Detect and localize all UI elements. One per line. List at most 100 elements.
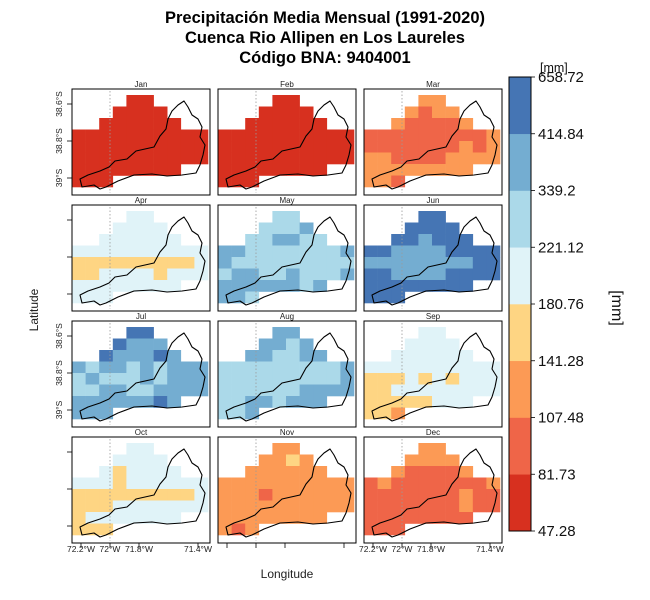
grid-cell	[85, 477, 100, 490]
grid-cell	[286, 234, 300, 246]
grid-cell	[258, 373, 273, 385]
grid-cell	[72, 396, 86, 408]
grid-cell	[258, 350, 273, 362]
grid-cell	[404, 268, 419, 281]
grid-cell	[231, 129, 246, 142]
grid-cell	[167, 477, 182, 490]
grid-cell	[340, 489, 355, 501]
grid-cell	[126, 454, 141, 467]
grid-cell	[377, 477, 392, 490]
grid-cell	[432, 245, 446, 258]
panel-border	[363, 204, 503, 312]
grid-cell	[167, 512, 182, 524]
grid-cell	[140, 245, 154, 258]
grid-cell	[404, 489, 419, 501]
grid-cell	[112, 222, 127, 235]
grid-cell	[72, 384, 86, 397]
grid-cell	[313, 373, 328, 385]
cell-group	[218, 443, 355, 536]
grid-cell	[72, 152, 86, 165]
grid-cell	[286, 489, 300, 501]
grid-cell	[486, 152, 501, 165]
grid-cell	[313, 489, 328, 501]
grid-cell	[432, 234, 446, 246]
grid-cell	[180, 373, 195, 385]
grid-cell	[245, 350, 260, 362]
grid-cell	[231, 407, 246, 420]
grid-cell	[85, 407, 100, 420]
grid-cell	[313, 118, 328, 130]
grid-cell	[153, 466, 168, 478]
grid-cell	[432, 211, 446, 223]
grid-cell	[272, 373, 287, 385]
panel-border	[217, 88, 357, 196]
grid-cell	[418, 95, 433, 107]
panel-border	[217, 436, 357, 544]
grid-cell	[245, 466, 260, 478]
colorbar-label: 47.28	[538, 523, 576, 540]
grid-cell	[459, 268, 474, 281]
grid-cell	[126, 129, 141, 142]
grid-cell	[391, 234, 406, 246]
grid-cell	[445, 338, 460, 351]
grid-cell	[432, 280, 446, 292]
grid-cell	[299, 280, 314, 292]
grid-cell	[112, 268, 127, 281]
grid-cell	[391, 466, 406, 478]
grid-cell	[126, 466, 141, 478]
grid-cell	[272, 443, 287, 455]
grid-cell	[218, 280, 232, 292]
grid-cell	[299, 373, 314, 385]
panel-jan: Jan	[67, 80, 211, 196]
grid-cell	[404, 500, 419, 513]
grid-cell	[391, 268, 406, 281]
grid-cell	[418, 245, 433, 258]
grid-cell	[140, 141, 154, 153]
panel-border	[71, 88, 211, 196]
grid-cell	[313, 234, 328, 246]
grid-cell	[140, 396, 154, 408]
grid-cell	[99, 407, 114, 420]
grid-cell	[218, 384, 232, 397]
grid-cell	[445, 373, 460, 385]
grid-cell	[112, 512, 127, 524]
grid-cell	[245, 129, 260, 142]
grid-cell	[459, 512, 474, 524]
grid-cell	[140, 280, 154, 292]
grid-cell	[286, 454, 300, 467]
grid-cell	[432, 443, 446, 455]
grid-cell	[432, 257, 446, 269]
grid-cell	[404, 164, 419, 176]
grid-cell	[391, 512, 406, 524]
grid-cell	[153, 141, 168, 153]
grid-cell	[140, 466, 154, 478]
grid-cell	[99, 500, 114, 513]
grid-cell	[153, 454, 168, 467]
grid-cell	[112, 280, 127, 292]
grid-cell	[272, 338, 287, 351]
colorbar-label: 221.12	[538, 239, 584, 256]
grid-cell	[99, 361, 114, 374]
grid-cell	[112, 257, 127, 269]
grid-cell	[112, 373, 127, 385]
grid-cell	[418, 361, 433, 374]
grid-cell	[85, 152, 100, 165]
panel-sep: Sep	[363, 312, 503, 428]
grid-cell	[286, 152, 300, 165]
grid-cell	[126, 500, 141, 513]
grid-cell	[167, 245, 182, 258]
grid-cell	[432, 118, 446, 130]
grid-cell	[153, 489, 168, 501]
grid-cell	[472, 500, 487, 513]
grid-cell	[85, 257, 100, 269]
grid-cell	[472, 152, 487, 165]
grid-cell	[340, 268, 355, 281]
grid-cell	[153, 118, 168, 130]
grid-cell	[72, 257, 86, 269]
grid-cell	[445, 454, 460, 467]
basin-outline	[225, 216, 352, 306]
grid-cell	[459, 350, 474, 362]
grid-cell	[245, 245, 260, 258]
grid-cell	[85, 175, 100, 188]
grid-cell	[245, 512, 260, 524]
